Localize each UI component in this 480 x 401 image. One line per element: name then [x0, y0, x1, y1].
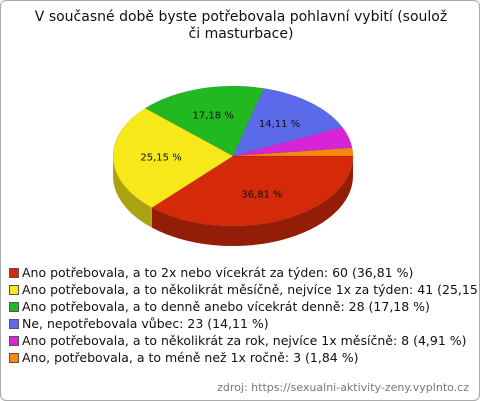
source-note: zdroj: https://sexualni-aktivity-zeny.vy…: [217, 381, 469, 394]
legend-item: Ne, nepotřebovala vůbec: 23 (14,11 %): [9, 315, 480, 332]
data-label: 25,15 %: [140, 153, 181, 164]
legend-item: Ano potřebovala, a to několikrát měsíčně…: [9, 281, 480, 298]
slice-side: [151, 156, 353, 246]
legend-swatch: [9, 284, 19, 295]
slice: [232, 88, 343, 157]
legend-label: Ano potřebovala, a to několikrát za rok,…: [22, 333, 467, 348]
legend-swatch: [9, 301, 19, 312]
chart-title: V současné době byste potřebovala pohlav…: [34, 9, 448, 42]
data-label: 14,11 %: [259, 119, 300, 130]
legend-swatch: [9, 267, 19, 278]
legend-label: Ano potřebovala, a to několikrát měsíčně…: [22, 282, 480, 297]
legend-item: Ano potřebovala, a to 2x nebo vícekrát z…: [9, 264, 480, 281]
legend-label: Ano potřebovala, a to 2x nebo vícekrát z…: [22, 265, 414, 280]
legend: Ano potřebovala, a to 2x nebo vícekrát z…: [9, 264, 480, 366]
pie-chart: 36,81 % 25,15 % 17,18 % 14,11 %: [112, 85, 354, 246]
legend-swatch: [9, 318, 19, 329]
legend-label: Ano potřebovala, a to denně anebo vícekr…: [22, 299, 430, 314]
data-label: 17,18 %: [192, 111, 233, 122]
data-label: 36,81 %: [241, 189, 282, 200]
legend-swatch: [9, 352, 19, 363]
slice: [151, 155, 354, 227]
legend-item: Ano potřebovala, a to několikrát za rok,…: [9, 332, 480, 349]
legend-swatch: [9, 335, 19, 346]
legend-item: Ano potřebovala, a to denně anebo vícekr…: [9, 298, 480, 315]
legend-label: Ne, nepotřebovala vůbec: 23 (14,11 %): [22, 316, 269, 331]
legend-label: Ano, potřebovala, a to méně než 1x ročně…: [22, 350, 359, 365]
legend-item: Ano, potřebovala, a to méně než 1x ročně…: [9, 349, 480, 366]
slice: [144, 85, 265, 157]
slice: [112, 107, 234, 208]
slice-side: [113, 156, 152, 228]
slice: [232, 126, 353, 157]
slice: [232, 147, 354, 157]
